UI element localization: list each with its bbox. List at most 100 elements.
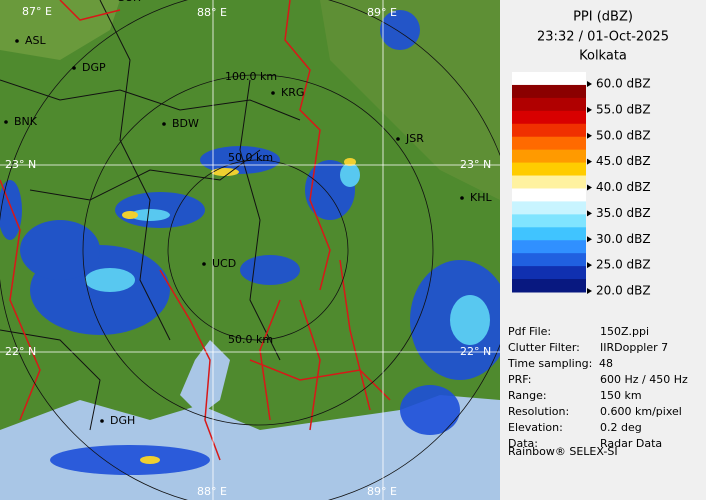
scale-arrow: [587, 132, 592, 139]
scale-label: 35.0 dBZ: [596, 206, 651, 220]
scale-label: 45.0 dBZ: [596, 154, 651, 168]
color-scale: 60.0 dBZ 55.0 dBZ 50.0 dBZ 45.0 dBZ 40.0 dBZ…: [512, 72, 651, 298]
place-label: UCD: [212, 257, 236, 270]
scale-band: [512, 97, 586, 112]
scale-arrow: [587, 106, 592, 113]
info-value: 48: [599, 357, 613, 370]
scale-band: [512, 253, 586, 267]
scale-band: [512, 279, 586, 293]
state-borders: [0, 0, 391, 461]
place-dot: [72, 66, 76, 70]
info-label: Time sampling:: [507, 357, 592, 370]
place-dot: [100, 419, 104, 423]
info-label: Clutter Filter:: [508, 341, 580, 354]
scale-band: [512, 136, 586, 151]
info-label: Resolution:: [508, 405, 569, 418]
scale-band: [512, 84, 586, 99]
scale-band: [512, 123, 586, 138]
scale-arrow: [587, 236, 592, 243]
echo-peaks: [122, 158, 356, 464]
scale-band: [512, 149, 586, 164]
info-label: Range:: [508, 389, 547, 402]
place-label: DGH: [110, 414, 135, 427]
map: 100.0 km 50.0 km 50.0 km 87° E 88° E 89°…: [0, 0, 500, 500]
scale-label: 50.0 dBZ: [596, 128, 651, 142]
place-dot: [15, 39, 19, 43]
latitude-label: 23° N: [5, 158, 36, 171]
scale-arrow: [587, 288, 592, 294]
place-label: SUR: [118, 0, 141, 4]
info-value: IIRDoppler 7: [600, 341, 668, 354]
ring-label: 50.0 km: [228, 333, 273, 346]
longitude-label: 89° E: [367, 485, 397, 498]
scale-label: 30.0 dBZ: [596, 232, 651, 246]
graticule: [0, 0, 500, 500]
longitude-label: 87° E: [22, 5, 52, 18]
scale-arrow: [587, 262, 592, 269]
place-label: ASL: [25, 34, 47, 47]
place-dot: [271, 91, 275, 95]
info-value: 150 km: [600, 389, 642, 402]
place-dot: [4, 120, 8, 124]
district-borders: [0, 0, 301, 431]
scale-arrow: [587, 210, 592, 217]
terrain: [320, 0, 500, 200]
scale-band: [512, 227, 586, 241]
place-label: BNK: [14, 115, 38, 128]
place-dot: [460, 196, 464, 200]
footer: Rainbow® SELEX-SI: [508, 445, 618, 458]
latitude-label: 22° N: [460, 345, 491, 358]
range-rings: [0, 0, 500, 500]
longitude-label: 89° E: [367, 6, 397, 19]
scale-label: 25.0 dBZ: [596, 258, 651, 272]
info-label: Data:: [508, 437, 538, 450]
info-value: 600 Hz / 450 Hz: [600, 373, 688, 386]
place-dot: [162, 122, 166, 126]
echo-cores: [85, 163, 490, 345]
scale-arrow: [587, 184, 592, 191]
scale-label: 40.0 dBZ: [596, 180, 651, 194]
info-label: Pdf File:: [508, 325, 551, 338]
scale-band: [512, 162, 586, 177]
info-table: Pdf File: 150Z.ppi Clutter Filter: IIRDoppl…: [507, 325, 688, 450]
place-dot: [202, 262, 206, 266]
info-value: 0.600 km/pixel: [600, 405, 682, 418]
echo-field: [0, 10, 500, 475]
scale-band: [512, 175, 586, 189]
longitude-label: 88° E: [197, 485, 227, 498]
place-label: JSR: [405, 132, 424, 145]
latitude-label: 22° N: [5, 345, 36, 358]
scale-arrow: [587, 158, 592, 165]
info-label: PRF:: [508, 373, 531, 386]
info-value: 150Z.ppi: [600, 325, 649, 338]
place-label: KRG: [281, 86, 304, 99]
scale-band: [512, 72, 586, 86]
ring-label: 100.0 km: [225, 70, 277, 83]
places: SUR ASL DGP BNK BDW KRG JSR KHL UCD DGH: [4, 0, 492, 427]
place-dot: [396, 137, 400, 141]
place-label: DGP: [82, 61, 106, 74]
place-label: BDW: [172, 117, 199, 130]
scale-band: [512, 188, 586, 202]
scale-band: [512, 201, 586, 215]
title: PPI (dBZ): [573, 10, 633, 25]
place-label: KHL: [470, 191, 492, 204]
latitude-label: 23° N: [460, 158, 491, 171]
info-value: Radar Data: [600, 437, 662, 450]
scale-band: [512, 214, 586, 228]
scale-band: [512, 110, 586, 125]
info-label: Elevation:: [508, 421, 563, 434]
river-estuary: [180, 340, 230, 415]
longitude-label: 88° E: [197, 6, 227, 19]
timestamp: 23:32 / 01-Oct-2025: [537, 30, 669, 45]
scale-arrow: [587, 81, 592, 87]
ring-label: 50.0 km: [228, 151, 273, 164]
scale-band: [512, 266, 586, 280]
station: Kolkata: [579, 49, 627, 64]
scale-band: [512, 240, 586, 254]
scale-label: 55.0 dBZ: [596, 102, 651, 116]
scale-label: 60.0 dBZ: [596, 77, 651, 91]
scale-label: 20.0 dBZ: [596, 284, 651, 298]
info-value: 0.2 deg: [600, 421, 642, 434]
